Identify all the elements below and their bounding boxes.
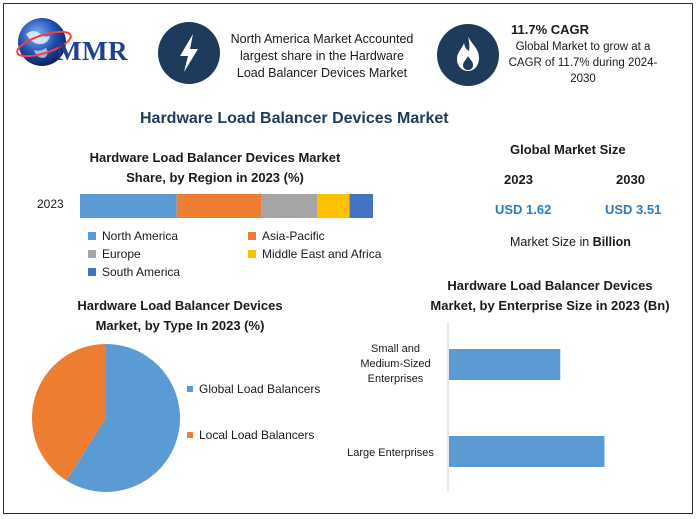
type-title-line-2: Market, by Type In 2023 (%) — [95, 318, 265, 333]
pie-legend-item-global-load-balancers: Global Load Balancers — [187, 382, 320, 396]
region-category-label: 2023 — [37, 197, 64, 211]
legend-swatch — [88, 232, 96, 240]
legend-swatch — [248, 232, 256, 240]
banner1-line-1: North America Market Accounted — [230, 32, 414, 46]
region-bar-europe — [261, 194, 318, 218]
banner-cagr: 11.7% CAGR Global Market to grow at a CA… — [503, 22, 663, 87]
region-bar-south-america — [349, 194, 373, 218]
legend-swatch — [88, 250, 96, 258]
legend-swatch — [187, 386, 193, 392]
pie-slice-global-load-balancers — [66, 344, 180, 492]
legend-item-north-america: North America — [88, 229, 178, 243]
region-bar-middle-east-and-africa — [317, 194, 350, 218]
pie-slice-local-load-balancers — [31, 344, 106, 481]
region-chart-title: Hardware Load Balancer Devices Market Sh… — [70, 148, 360, 188]
market-size-unit: Market Size in Billion — [510, 235, 631, 249]
flame-icon — [437, 24, 499, 86]
legend-label: Global Load Balancers — [199, 382, 321, 396]
market-year-2023: 2023 — [504, 172, 533, 187]
enterprise-title-line-1: Hardware Load Balancer Devices — [447, 278, 653, 293]
market-year-2030: 2030 — [616, 172, 645, 187]
main-title: Hardware Load Balancer Devices Market — [140, 110, 449, 127]
enterprise-bar-chart — [447, 322, 605, 492]
unit-prefix: Market Size in — [510, 235, 593, 249]
legend-item-middle-east-and-africa: Middle East and Africa — [248, 247, 381, 261]
mmr-logo: MMR — [14, 14, 144, 74]
sme-label-line-1: Small and — [371, 343, 420, 355]
legend-label: Asia-Pacific — [262, 229, 325, 243]
enterprise-bar-small-and-medium-sized-enterprises — [449, 349, 561, 380]
banner2-line-2: CAGR of 11.7% during 2024- — [508, 57, 658, 69]
legend-swatch — [248, 250, 256, 258]
market-value-2030: USD 3.51 — [605, 202, 662, 217]
type-legend: Global Load Balancers Local Load Balancer… — [187, 382, 337, 452]
enterprise-title-line-2: Market, by Enterprise Size in 2023 (Bn) — [430, 298, 670, 313]
banner-north-america: North America Market Accounted largest s… — [222, 31, 422, 82]
region-bar-asia-pacific — [176, 194, 262, 218]
enterprise-bar-large-enterprises — [449, 436, 605, 467]
pie-legend-item-local-load-balancers: Local Load Balancers — [187, 428, 314, 442]
unit-bold: Billion — [592, 235, 631, 249]
region-title-line-1: Hardware Load Balancer Devices Market — [89, 150, 341, 165]
banner2-line-3: 2030 — [570, 73, 596, 85]
region-legend: North America Asia-Pacific Europe Middle Ea… — [88, 229, 408, 285]
banner1-line-3: Load Balancer Devices Market — [236, 66, 408, 80]
globe-icon — [16, 18, 72, 66]
region-bar-north-america — [80, 194, 177, 218]
logo-text: MMR — [56, 36, 128, 66]
type-chart-title: Hardware Load Balancer Devices Market, b… — [40, 296, 320, 336]
sme-label-line-2: Medium-Sized — [360, 358, 431, 370]
banner1-line-2: largest share in the Hardware — [240, 49, 404, 63]
legend-item-asia-pacific: Asia-Pacific — [248, 229, 325, 243]
enterprise-label-sme: Small and Medium-Sized Enterprises — [348, 342, 443, 387]
type-title-line-1: Hardware Load Balancer Devices — [77, 298, 283, 313]
legend-item-south-america: South America — [88, 265, 180, 279]
enterprise-chart-title: Hardware Load Balancer Devices Market, b… — [405, 276, 695, 316]
enterprise-label-large: Large Enterprises — [347, 447, 434, 459]
lightning-icon — [158, 22, 220, 84]
type-pie-chart — [31, 344, 180, 492]
legend-label: North America — [102, 229, 179, 243]
legend-label: South America — [102, 265, 181, 279]
legend-swatch — [88, 268, 96, 276]
cagr-title: 11.7% CAGR — [511, 22, 590, 37]
market-value-2023: USD 1.62 — [495, 202, 552, 217]
legend-swatch — [187, 432, 193, 438]
legend-label: Middle East and Africa — [262, 247, 382, 261]
banner2-line-1: Global Market to grow at a — [515, 41, 651, 53]
legend-label: Europe — [102, 247, 141, 261]
region-stacked-bar — [80, 194, 373, 218]
sme-label-line-3: Enterprises — [367, 373, 424, 385]
legend-item-europe: Europe — [88, 247, 141, 261]
legend-label: Local Load Balancers — [199, 428, 315, 442]
market-size-title: Global Market Size — [510, 142, 626, 157]
region-title-line-2: Share, by Region in 2023 (%) — [126, 170, 304, 185]
